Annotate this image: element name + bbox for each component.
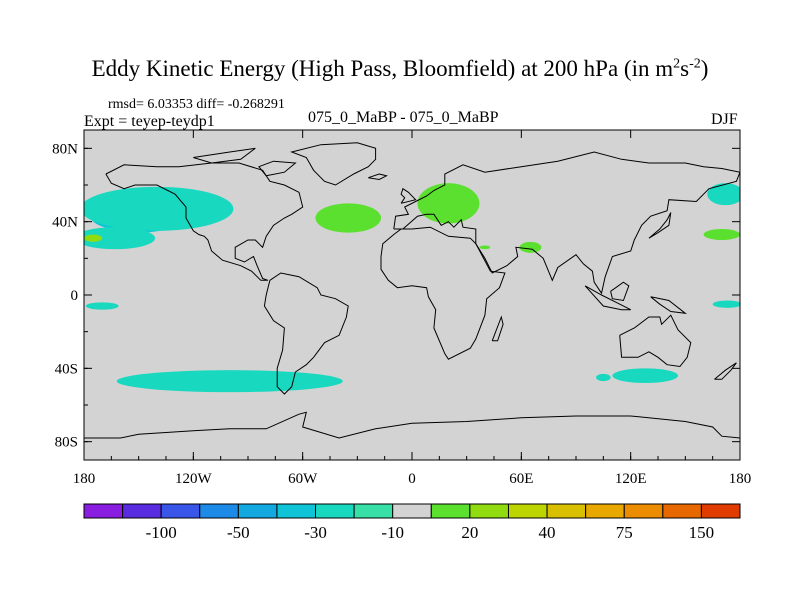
coastline-arctic-islands xyxy=(193,147,256,164)
colorbar-label: 150 xyxy=(689,523,715,542)
coastlines xyxy=(84,142,740,439)
colorbar-swatch xyxy=(546,503,587,519)
chart-title: Eddy Kinetic Energy (High Pass, Bloomfie… xyxy=(91,56,709,81)
colorbar-label: -100 xyxy=(146,523,177,542)
coastline-antarctica xyxy=(84,411,740,439)
coastline-indonesia xyxy=(584,285,631,311)
colorbar-swatch xyxy=(160,503,201,519)
colorbar-label: -30 xyxy=(304,523,327,542)
y-tick-label: 40S xyxy=(55,361,78,377)
coastline-south-america xyxy=(263,272,349,395)
region-tropical-pacific-negative xyxy=(85,302,119,310)
colorbar-swatch xyxy=(237,503,278,519)
colorbar-swatch xyxy=(315,503,355,519)
region-north-pacific-east-negative xyxy=(707,183,740,206)
colorbar-swatch xyxy=(353,503,394,519)
y-tick-label: 80N xyxy=(52,141,78,157)
region-subtropical-pacific-positive xyxy=(84,234,103,242)
coastline-new-zealand xyxy=(714,362,737,380)
x-tick-label: 60E xyxy=(509,471,533,487)
y-tick-label: 40N xyxy=(52,215,78,231)
region-europe-positive xyxy=(417,183,480,224)
coastline-eurasia xyxy=(393,151,740,295)
colorbar-swatch xyxy=(662,503,702,519)
colorbar-swatch xyxy=(276,503,317,519)
region-australia-south-small xyxy=(596,373,611,382)
coastline-iceland xyxy=(368,173,388,181)
colorbar-swatch xyxy=(507,503,548,519)
coastline-new-guinea xyxy=(650,296,688,315)
axes: 180 120W 60W 0 60E 120E 180 80N 40N 0 40S 80S xyxy=(52,130,751,487)
x-tick-label: 0 xyxy=(408,471,416,487)
colorbar-swatch xyxy=(469,503,509,519)
colorbar: -100 -50 -30 -10 20 40 75 150 xyxy=(83,503,741,542)
region-west-pacific-positive xyxy=(703,229,740,240)
coastline-greenland xyxy=(290,142,377,186)
coastline-australia xyxy=(619,314,692,368)
coastline-north-america xyxy=(105,162,304,281)
region-equatorial-pacific-negative xyxy=(712,300,740,308)
contour-regions xyxy=(84,183,740,393)
x-tick-label: 120W xyxy=(175,471,213,487)
colorbar-swatch xyxy=(623,503,664,519)
coastline-borneo xyxy=(610,281,630,302)
colorbar-label: 20 xyxy=(461,523,478,542)
region-subtropical-pacific-negative xyxy=(84,227,156,250)
region-north-pacific-negative-band xyxy=(84,186,234,231)
colorbar-label: 75 xyxy=(616,523,633,542)
coastline-uk xyxy=(400,187,417,204)
experiment-label: Expt = teyep-teydp1 xyxy=(84,113,215,130)
y-tick-label: 0 xyxy=(71,288,79,304)
case-label: 075_0_MaBP - 075_0_MaBP xyxy=(308,109,499,126)
coastline-madagascar xyxy=(491,315,504,342)
region-arabia-positive xyxy=(479,245,491,250)
x-tick-label: 60W xyxy=(288,471,318,487)
region-southern-ocean-negative xyxy=(116,370,343,393)
colorbar-label: -10 xyxy=(381,523,404,542)
colorbar-swatch xyxy=(392,503,432,519)
y-tick-label: 80S xyxy=(55,435,78,451)
rmsd-diff-stats: rmsd= 6.03353 diff= -0.268291 xyxy=(108,97,285,112)
x-tick-label: 180 xyxy=(729,471,752,487)
coastline-africa xyxy=(380,226,506,360)
coastline-baffin xyxy=(258,160,297,177)
colorbar-label: -50 xyxy=(227,523,250,542)
map-background xyxy=(84,130,740,460)
colorbar-swatch xyxy=(122,503,162,519)
colorbar-swatch xyxy=(585,503,625,519)
coastline-japan xyxy=(648,212,672,239)
colorbar-swatch xyxy=(430,503,471,519)
colorbar-label: 40 xyxy=(539,523,556,542)
colorbar-swatch xyxy=(83,503,124,519)
colorbar-swatch xyxy=(199,503,239,519)
x-tick-label: 180 xyxy=(73,471,96,487)
region-australia-south-negative xyxy=(612,368,679,383)
region-middle-east-positive xyxy=(519,241,542,253)
colorbar-swatch xyxy=(700,503,741,519)
region-north-atlantic-positive xyxy=(315,203,382,233)
x-tick-label: 120E xyxy=(615,471,647,487)
season-label: DJF xyxy=(711,111,738,128)
